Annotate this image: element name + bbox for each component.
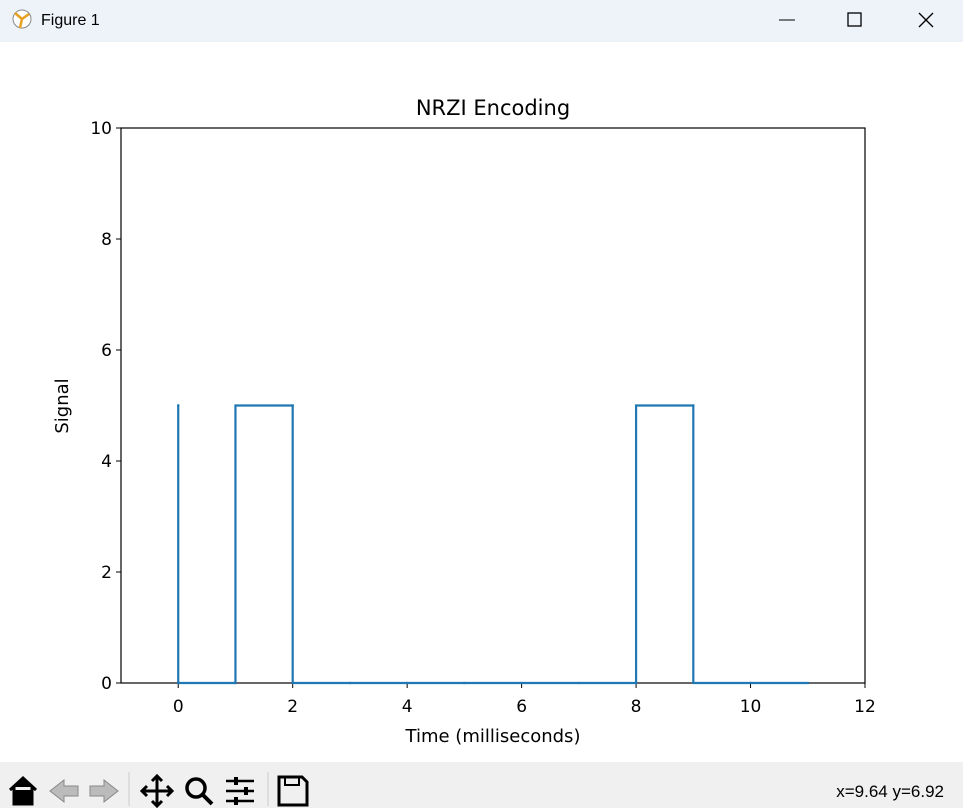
chart-title: NRZI Encoding — [416, 96, 570, 120]
forward-button[interactable] — [89, 778, 119, 804]
y-tick-label: 4 — [101, 452, 112, 472]
signal-step — [234, 404, 294, 685]
home-button[interactable] — [8, 775, 38, 806]
y-tick-label: 6 — [101, 341, 112, 361]
save-button[interactable] — [277, 775, 309, 807]
x-tick-label: 2 — [287, 697, 298, 717]
app-icon — [12, 9, 32, 29]
signal-step — [634, 404, 695, 685]
y-tick-label: 0 — [101, 674, 112, 694]
y-tick-label: 2 — [101, 563, 112, 583]
x-axis-label: Time (milliseconds) — [405, 726, 581, 747]
window-title: Figure 1 — [41, 12, 100, 29]
x-tick-label: 8 — [631, 697, 642, 717]
zoom-button[interactable] — [185, 777, 214, 806]
x-tick-label: 6 — [516, 697, 527, 717]
close-button[interactable] — [918, 12, 934, 28]
x-tick-label: 4 — [402, 697, 413, 717]
plot-frame — [120, 127, 866, 684]
toolbar — [0, 762, 963, 808]
title-bar — [0, 0, 963, 42]
signal-step — [291, 404, 352, 685]
maximize-button[interactable] — [847, 12, 862, 27]
y-tick-label: 8 — [101, 230, 112, 250]
signal-step — [177, 404, 237, 685]
y-tick-label: 10 — [90, 119, 112, 139]
cursor-status: x=9.64 y=6.92 — [836, 782, 944, 801]
y-axis-label: Signal — [52, 378, 73, 433]
x-tick-label: 12 — [854, 697, 876, 717]
x-tick-label: 10 — [740, 697, 762, 717]
x-tick-label: 0 — [173, 697, 184, 717]
signal-step — [692, 404, 752, 685]
pan-button[interactable] — [139, 773, 175, 809]
back-button[interactable] — [49, 778, 79, 804]
configure-button[interactable] — [226, 777, 254, 805]
